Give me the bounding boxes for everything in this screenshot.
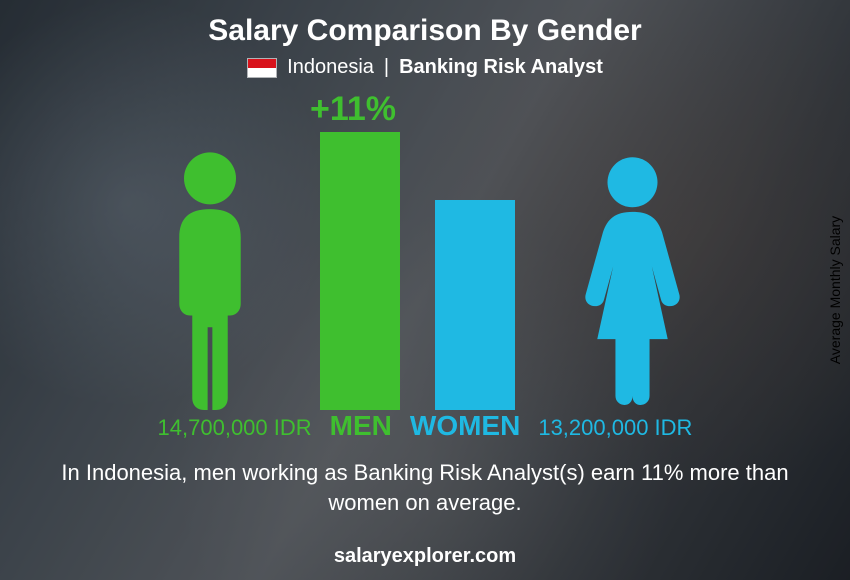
women-label: WOMEN bbox=[410, 410, 520, 442]
country-label: Indonesia bbox=[287, 56, 374, 79]
subtitle-row: Indonesia | Banking Risk Analyst bbox=[0, 56, 850, 79]
bar-men bbox=[320, 132, 400, 410]
infographic-content: Salary Comparison By Gender Indonesia | … bbox=[0, 0, 850, 580]
flag-bottom-stripe bbox=[248, 68, 276, 77]
men-salary: 14,700,000 IDR bbox=[158, 415, 312, 441]
men-label: MEN bbox=[330, 410, 392, 442]
flag-icon bbox=[247, 58, 277, 78]
page-title: Salary Comparison By Gender bbox=[0, 0, 850, 48]
flag-top-stripe bbox=[248, 59, 276, 68]
separator: | bbox=[384, 56, 389, 79]
man-icon bbox=[150, 150, 270, 410]
delta-label: +11% bbox=[310, 90, 396, 129]
woman-icon bbox=[570, 150, 695, 410]
women-salary: 13,200,000 IDR bbox=[538, 415, 692, 441]
ylabel-container: Average Monthly Salary bbox=[820, 0, 850, 580]
summary-text: In Indonesia, men working as Banking Ris… bbox=[60, 458, 790, 517]
footer-source: salaryexplorer.com bbox=[0, 545, 850, 568]
y-axis-label: Average Monthly Salary bbox=[827, 216, 843, 364]
job-title: Banking Risk Analyst bbox=[399, 56, 603, 79]
chart-area: +11% 14,700,000 IDR MEN WOMEN 13,200,000… bbox=[0, 90, 850, 450]
labels-row: 14,700,000 IDR MEN WOMEN 13,200,000 IDR bbox=[0, 410, 850, 442]
bar-women bbox=[435, 200, 515, 410]
